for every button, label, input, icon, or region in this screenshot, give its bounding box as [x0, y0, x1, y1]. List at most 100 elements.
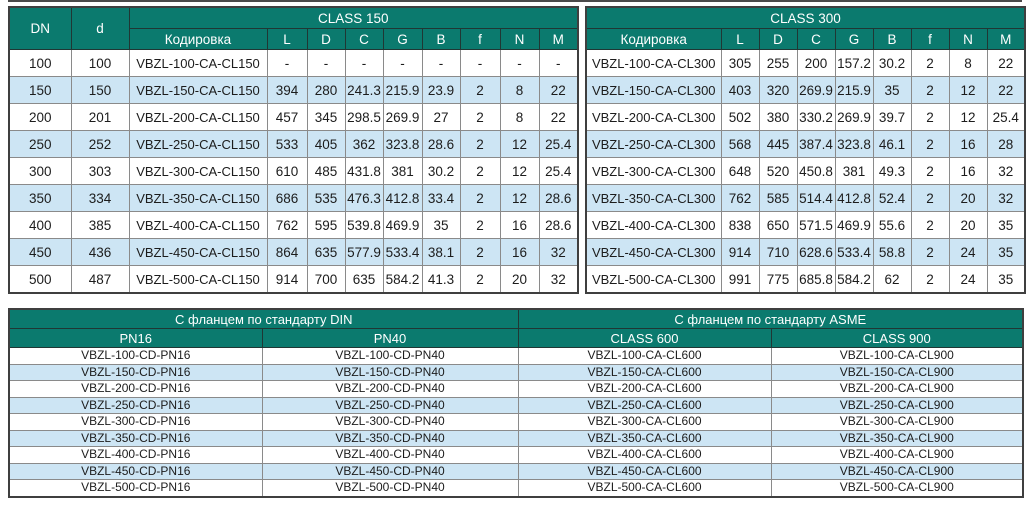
cell-n: 20 — [499, 265, 540, 294]
din-standard-header: С фланцем по стандарту DIN — [8, 308, 519, 329]
column-header-pn40: PN40 — [261, 328, 519, 348]
table-row: VBZL-400-CD-PN16 VBZL-400-CD-PN40 VBZL-4… — [8, 446, 1024, 464]
column-header-pn16: PN16 — [8, 328, 263, 348]
cell-d: 303 — [70, 157, 130, 185]
cell-c: 685.8 — [796, 265, 836, 294]
cell-b: 27 — [421, 103, 461, 131]
cell-n: 12 — [948, 76, 988, 104]
cell-c: 387.4 — [796, 130, 836, 158]
cell-m: - — [538, 49, 579, 77]
table-row: VBZL-150-CD-PN16 VBZL-150-CD-PN40 VBZL-1… — [8, 363, 1024, 381]
cell-g: - — [382, 49, 423, 77]
cell-d-dim: 320 — [758, 76, 798, 104]
class300-group-header: CLASS 300 — [585, 6, 1026, 29]
cell-n: 24 — [948, 265, 988, 294]
cell-n: 12 — [948, 103, 988, 131]
cell-f: 2 — [459, 76, 501, 104]
cell-d-dim: 485 — [306, 157, 346, 185]
cell-g: 323.8 — [382, 130, 423, 158]
cell-d: 334 — [70, 184, 130, 212]
table-row: VBZL-300-CA-CL300 648 520 450.8 381 49.3… — [585, 157, 1026, 185]
table-row: 400 385 VBZL-400-CA-CL150 762 595 539.8 … — [8, 211, 579, 239]
cell-class900-code: VBZL-250-CA-CL900 — [770, 396, 1024, 414]
header-row-dims: Кодировка L D C G B f N M — [9, 28, 579, 50]
cell-n: 12 — [499, 184, 540, 212]
cell-g: 584.2 — [382, 265, 423, 294]
header-row-class: CLASS 300 — [585, 6, 1026, 29]
cell-pn16-code: VBZL-150-CD-PN16 — [8, 363, 263, 381]
table-row: 250 252 VBZL-250-CA-CL150 533 405 362 32… — [8, 130, 579, 158]
cell-dn: 500 — [8, 265, 72, 294]
cell-c: 539.8 — [344, 211, 384, 239]
cell-d-dim: 775 — [758, 265, 798, 294]
table-row: VBZL-200-CA-CL300 502 380 330.2 269.9 39… — [585, 103, 1026, 131]
cell-l: - — [266, 49, 308, 77]
cell-dn: 250 — [8, 130, 72, 158]
column-header-d: d — [70, 6, 130, 50]
class150-group-header: CLASS 150 — [128, 6, 579, 29]
header-row-standards: С фланцем по стандарту DIN С фланцем по … — [8, 308, 1024, 329]
cell-c: 628.6 — [796, 238, 836, 266]
cell-pn16-code: VBZL-200-CD-PN16 — [8, 380, 263, 398]
cell-l: 914 — [720, 238, 760, 266]
cell-pn40-code: VBZL-100-CD-PN40 — [261, 347, 519, 365]
cell-class600-code: VBZL-300-CA-CL600 — [517, 413, 772, 431]
cell-f: - — [459, 49, 501, 77]
cell-code-150: VBZL-150-CA-CL150 — [128, 76, 268, 104]
table-row: VBZL-300-CD-PN16 VBZL-300-CD-PN40 VBZL-3… — [8, 413, 1024, 431]
cell-d-dim: 700 — [306, 265, 346, 294]
cell-d: 385 — [70, 211, 130, 239]
cell-class900-code: VBZL-300-CA-CL900 — [770, 413, 1024, 431]
cell-n: 24 — [948, 238, 988, 266]
cell-class900-code: VBZL-200-CA-CL900 — [770, 380, 1024, 398]
table-row: VBZL-500-CD-PN16 VBZL-500-CD-PN40 VBZL-5… — [8, 479, 1024, 497]
cell-f: 2 — [910, 211, 950, 239]
cell-m: 32 — [538, 238, 579, 266]
cell-b: 30.2 — [872, 49, 912, 77]
cell-d: 201 — [70, 103, 130, 131]
cell-l: 762 — [720, 184, 760, 212]
column-header-d-dim: D — [758, 28, 798, 50]
cell-b: 30.2 — [421, 157, 461, 185]
cell-code-150: VBZL-450-CA-CL150 — [128, 238, 268, 266]
cell-pn16-code: VBZL-500-CD-PN16 — [8, 479, 263, 497]
cell-class900-code: VBZL-150-CA-CL900 — [770, 363, 1024, 381]
cell-n: 8 — [499, 76, 540, 104]
cell-n: 8 — [499, 103, 540, 131]
cell-f: 2 — [459, 265, 501, 294]
cell-g: 323.8 — [834, 130, 874, 158]
cell-pn16-code: VBZL-400-CD-PN16 — [8, 446, 263, 464]
cell-f: 2 — [910, 157, 950, 185]
cell-f: 2 — [910, 103, 950, 131]
cell-n: 12 — [499, 130, 540, 158]
table-row: VBZL-400-CA-CL300 838 650 571.5 469.9 55… — [585, 211, 1026, 239]
cell-d-dim: 345 — [306, 103, 346, 131]
cell-l: 403 — [720, 76, 760, 104]
cell-b: 33.4 — [421, 184, 461, 212]
cell-m: 22 — [538, 103, 579, 131]
cell-code-300: VBZL-350-CA-CL300 — [585, 184, 722, 212]
cell-class600-code: VBZL-400-CA-CL600 — [517, 446, 772, 464]
cell-g: 215.9 — [834, 76, 874, 104]
cell-l: 394 — [266, 76, 308, 104]
cell-m: 25.4 — [538, 130, 579, 158]
cell-m: 22 — [986, 76, 1026, 104]
cell-f: 2 — [459, 130, 501, 158]
cell-l: 686 — [266, 184, 308, 212]
cell-code-300: VBZL-100-CA-CL300 — [585, 49, 722, 77]
table-row: 500 487 VBZL-500-CA-CL150 914 700 635 58… — [8, 265, 579, 294]
cell-d-dim: 635 — [306, 238, 346, 266]
cell-c: 577.9 — [344, 238, 384, 266]
cell-dn: 400 — [8, 211, 72, 239]
cell-g: 269.9 — [382, 103, 423, 131]
cell-f: 2 — [459, 103, 501, 131]
cell-l: 457 — [266, 103, 308, 131]
cell-f: 2 — [459, 238, 501, 266]
cell-l: 991 — [720, 265, 760, 294]
cell-b: 49.3 — [872, 157, 912, 185]
cell-f: 2 — [910, 184, 950, 212]
column-header-n: N — [948, 28, 988, 50]
cell-pn40-code: VBZL-250-CD-PN40 — [261, 396, 519, 414]
column-header-f: f — [459, 28, 501, 50]
cell-c: - — [344, 49, 384, 77]
